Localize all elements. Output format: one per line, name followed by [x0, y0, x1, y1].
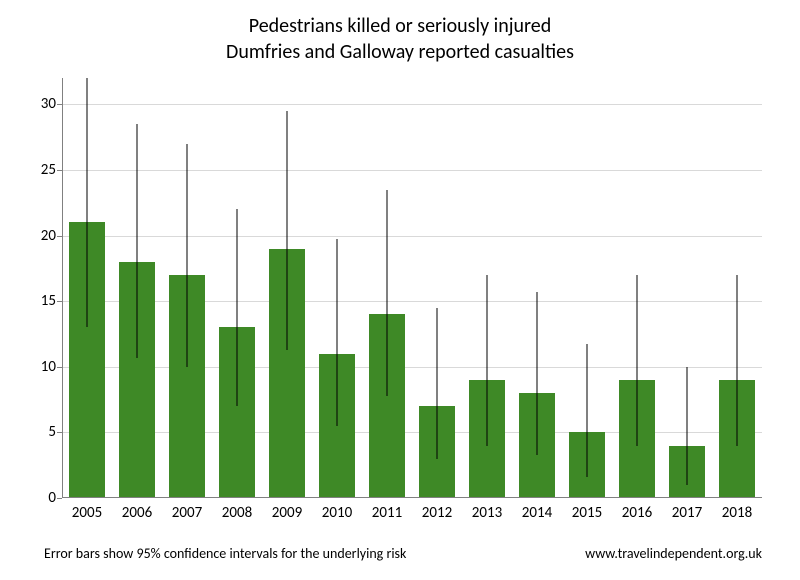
- error-bar: [387, 190, 388, 396]
- x-tick-label: 2007: [172, 504, 202, 522]
- x-tick-label: 2010: [322, 504, 352, 522]
- chart-title-line1: Pedestrians killed or seriously injured: [0, 14, 800, 40]
- error-bar: [487, 275, 488, 446]
- chart-container: Pedestrians killed or seriously injured …: [0, 0, 800, 580]
- y-tick-label: 5: [16, 423, 56, 441]
- chart-title-line2: Dumfries and Galloway reported casualtie…: [0, 40, 800, 66]
- error-bar: [337, 239, 338, 425]
- x-tick-label: 2011: [372, 504, 402, 522]
- x-tick-label: 2016: [622, 504, 652, 522]
- x-tick-label: 2008: [222, 504, 252, 522]
- error-bar: [237, 209, 238, 406]
- gridline: [62, 432, 762, 433]
- error-bar: [537, 292, 538, 455]
- error-bar: [687, 367, 688, 485]
- y-tick-label: 20: [16, 227, 56, 245]
- y-tick-label: 0: [16, 489, 56, 507]
- plot-area: [62, 78, 762, 498]
- gridline: [62, 170, 762, 171]
- x-tick-label: 2006: [122, 504, 152, 522]
- gridline: [62, 236, 762, 237]
- y-tick-label: 10: [16, 358, 56, 376]
- y-tick-label: 30: [16, 95, 56, 113]
- y-axis-line: [62, 78, 63, 498]
- footer-note-right: www.travelindependent.org.uk: [585, 545, 762, 562]
- x-tick-label: 2009: [272, 504, 302, 522]
- error-bar: [287, 111, 288, 350]
- y-tick-label: 25: [16, 161, 56, 179]
- gridline: [62, 301, 762, 302]
- x-tick-label: 2012: [422, 504, 452, 522]
- error-bar: [137, 124, 138, 358]
- error-bar: [587, 344, 588, 477]
- y-tick-mark: [57, 498, 62, 499]
- error-bar: [87, 78, 88, 327]
- gridline: [62, 367, 762, 368]
- gridline: [62, 104, 762, 105]
- y-tick-label: 15: [16, 292, 56, 310]
- error-bar: [187, 144, 188, 367]
- x-tick-label: 2014: [522, 504, 552, 522]
- error-bar: [637, 275, 638, 446]
- x-tick-label: 2017: [672, 504, 702, 522]
- footer-note-left: Error bars show 95% confidence intervals…: [44, 545, 406, 562]
- error-bar: [437, 308, 438, 459]
- error-bar: [737, 275, 738, 446]
- x-tick-label: 2018: [722, 504, 752, 522]
- chart-title: Pedestrians killed or seriously injured …: [0, 14, 800, 65]
- x-axis-line: [62, 497, 762, 498]
- x-tick-label: 2013: [472, 504, 502, 522]
- x-tick-label: 2005: [72, 504, 102, 522]
- x-tick-label: 2015: [572, 504, 602, 522]
